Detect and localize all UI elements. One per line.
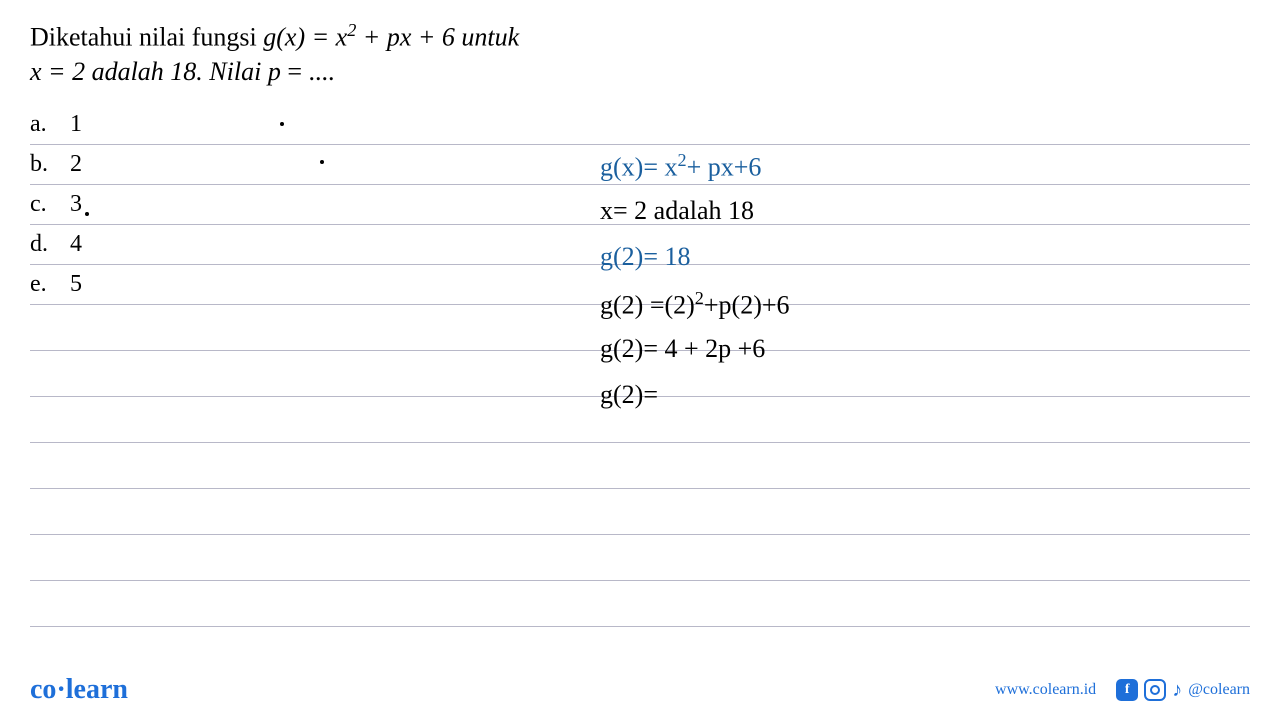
ruled-line (30, 535, 1250, 581)
dot-marker (85, 212, 89, 216)
logo-dot: · (56, 674, 65, 705)
option-letter: b. (30, 151, 70, 178)
hw-text: g(2) =(2) (600, 291, 695, 320)
social-icons: f ♪ @colearn (1116, 679, 1250, 702)
logo-text-right: learn (66, 674, 128, 705)
question-text: Diketahui nilai fungsi (30, 23, 263, 52)
dot-marker (280, 122, 284, 126)
dot-marker (320, 160, 324, 164)
hw-text: g(2)= (600, 380, 658, 409)
option-value: 1 (70, 111, 82, 138)
logo-text-left: co (30, 674, 56, 705)
question-func: g(x) = x (263, 23, 347, 52)
brand-logo: co·learn (30, 674, 128, 706)
handwriting-line-1: g(x)= x2+ px+6 (600, 150, 761, 183)
footer: co·learn www.colearn.id f ♪ @colearn (0, 660, 1280, 720)
hw-text: g(2)= 18 (600, 242, 690, 271)
question-text-2-suffix: = .... (281, 57, 335, 86)
instagram-icon (1144, 679, 1166, 701)
option-value: 2 (70, 151, 82, 178)
hw-text: +p(2)+6 (704, 291, 790, 320)
footer-url: www.colearn.id (995, 681, 1096, 699)
option-value: 3 (70, 191, 82, 218)
handwriting-line-4: g(2) =(2)2+p(2)+6 (600, 288, 790, 321)
handwriting-line-2: x= 2 adalah 18 (600, 196, 754, 226)
question-text-2-prefix: x = 2 adalah 18. Nilai (30, 57, 268, 86)
ruled-line (30, 581, 1250, 627)
footer-right: www.colearn.id f ♪ @colearn (995, 679, 1250, 702)
handwriting-line-5: g(2)= 4 + 2p +6 (600, 334, 765, 364)
page-content: Diketahui nilai fungsi g(x) = x2 + px + … (0, 0, 1280, 720)
tiktok-icon: ♪ (1172, 679, 1182, 702)
question-var: p (268, 57, 281, 86)
ruled-line (30, 489, 1250, 535)
hw-text: x= 2 adalah 18 (600, 196, 754, 225)
handwriting-line-6: g(2)= (600, 380, 658, 410)
option-letter: c. (30, 191, 70, 218)
option-row: a. 1 (30, 105, 1250, 145)
hw-text: g(2)= 4 + 2p +6 (600, 334, 765, 363)
hw-exp: 2 (695, 288, 704, 308)
option-value: 5 (70, 271, 82, 298)
hw-text: g(x)= x (600, 153, 677, 182)
option-letter: a. (30, 111, 70, 138)
facebook-icon: f (1116, 679, 1138, 701)
question-exp: 2 (347, 20, 356, 40)
option-value: 4 (70, 231, 82, 258)
option-letter: d. (30, 231, 70, 258)
question-line-1: Diketahui nilai fungsi g(x) = x2 + px + … (30, 20, 1250, 53)
hw-exp: 2 (677, 150, 686, 170)
handwriting-line-3: g(2)= 18 (600, 242, 690, 272)
options-list: a. 1 b. 2 c. 3 d. 4 e. 5 (30, 105, 1250, 627)
question-suffix: + px + 6 untuk (356, 23, 519, 52)
hw-text: + px+6 (687, 153, 762, 182)
option-letter: e. (30, 271, 70, 298)
ruled-line (30, 443, 1250, 489)
question-line-2: x = 2 adalah 18. Nilai p = .... (30, 57, 1250, 87)
social-handle: @colearn (1188, 681, 1250, 699)
